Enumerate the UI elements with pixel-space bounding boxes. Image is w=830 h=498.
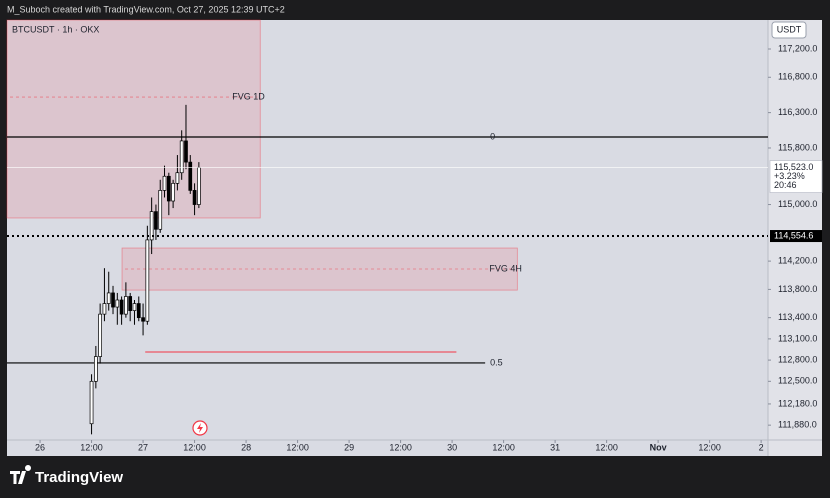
candle-body xyxy=(171,182,175,202)
candle-body xyxy=(102,303,107,315)
brand-mark xyxy=(10,464,32,484)
candle-body xyxy=(166,175,171,202)
candle-body xyxy=(119,299,124,315)
x-tick-label: 29 xyxy=(344,442,354,452)
candle-body xyxy=(98,313,102,357)
candle-body xyxy=(197,167,201,205)
y-tick-label: 116,300.0 xyxy=(778,107,817,117)
chart-panel xyxy=(7,20,822,456)
x-tick-label: 12:00 xyxy=(595,442,618,452)
candle-body xyxy=(141,317,145,322)
y-tick-label: 115,800.0 xyxy=(778,142,817,152)
fib-label: 0.5 xyxy=(490,357,503,367)
y-tick-label: 116,800.0 xyxy=(778,72,817,82)
y-tick-label: 113,800.0 xyxy=(778,284,817,294)
change: +3.23% xyxy=(774,171,805,181)
candle-body xyxy=(89,380,94,425)
last-price-box xyxy=(769,160,823,193)
y-tick-label: 113,100.0 xyxy=(778,333,817,343)
marker-label-box xyxy=(770,230,822,243)
candle-body xyxy=(179,140,184,174)
fvg-label: FVG 1D xyxy=(232,91,265,101)
x-tick-label: 31 xyxy=(550,442,560,452)
currency-box xyxy=(771,21,807,39)
x-tick-label: 12:00 xyxy=(389,442,412,452)
x-tick-label: 27 xyxy=(138,442,148,452)
candle-body xyxy=(128,296,133,311)
y-tick-label: 115,000.0 xyxy=(778,199,817,209)
candle-body xyxy=(175,172,180,184)
x-tick-label: 28 xyxy=(241,442,251,452)
x-tick-label: 12:00 xyxy=(492,442,515,452)
fvg-zone xyxy=(6,19,261,219)
candle-body xyxy=(184,140,188,163)
fib-label: 0 xyxy=(490,131,495,141)
candle-body xyxy=(154,211,158,230)
candle-body xyxy=(93,356,98,382)
plot: 117,200.0 116,800.0 116,300.0 115,800.0 115,… xyxy=(6,19,823,452)
candle-body xyxy=(145,239,150,322)
currency[interactable]: USDT xyxy=(777,24,802,34)
candle-body xyxy=(162,175,167,191)
y-tick-label: 112,180.0 xyxy=(778,398,817,408)
x-tick-label: 26 xyxy=(35,442,45,452)
x-tick-label: 30 xyxy=(447,442,457,452)
x-tick-label: 12:00 xyxy=(698,442,721,452)
caption: M_Suboch created with TradingView.com, O… xyxy=(7,4,285,14)
candle-body xyxy=(132,303,137,311)
fvg-label: FVG 4H xyxy=(489,263,522,273)
y-tick-label: 113,400.0 xyxy=(778,312,817,322)
marker-label: 114,554.6 xyxy=(774,230,813,240)
countdown: 20:46 xyxy=(774,180,797,190)
y-tick-label: 114,200.0 xyxy=(778,255,817,265)
x-tick-label: 2 xyxy=(759,442,764,452)
candle-body xyxy=(136,303,141,319)
candle-body xyxy=(111,292,115,308)
symbol: BTCUSDT · 1h · OKX xyxy=(12,24,99,34)
y-tick-label: 111,880.0 xyxy=(778,420,817,430)
candle-body xyxy=(106,292,111,304)
candle-body xyxy=(124,296,128,315)
y-tick-label: 112,800.0 xyxy=(778,354,817,364)
x-tick-label: 12:00 xyxy=(80,442,103,452)
candle-body xyxy=(149,211,154,241)
x-tick-label: 12:00 xyxy=(183,442,206,452)
brand[interactable]: TradingView xyxy=(35,469,123,486)
candle-body xyxy=(115,299,120,308)
y-tick-label: 112,500.0 xyxy=(778,376,817,386)
candle-body xyxy=(188,161,193,191)
x-tick-label: 12:00 xyxy=(286,442,309,452)
candle-body xyxy=(158,190,163,230)
x-tick-label: Nov xyxy=(650,442,667,452)
y-tick-label: 117,200.0 xyxy=(778,43,817,53)
last-price: 115,523.0 xyxy=(774,162,813,172)
candle-body xyxy=(192,190,197,205)
event-bolt xyxy=(197,423,203,433)
